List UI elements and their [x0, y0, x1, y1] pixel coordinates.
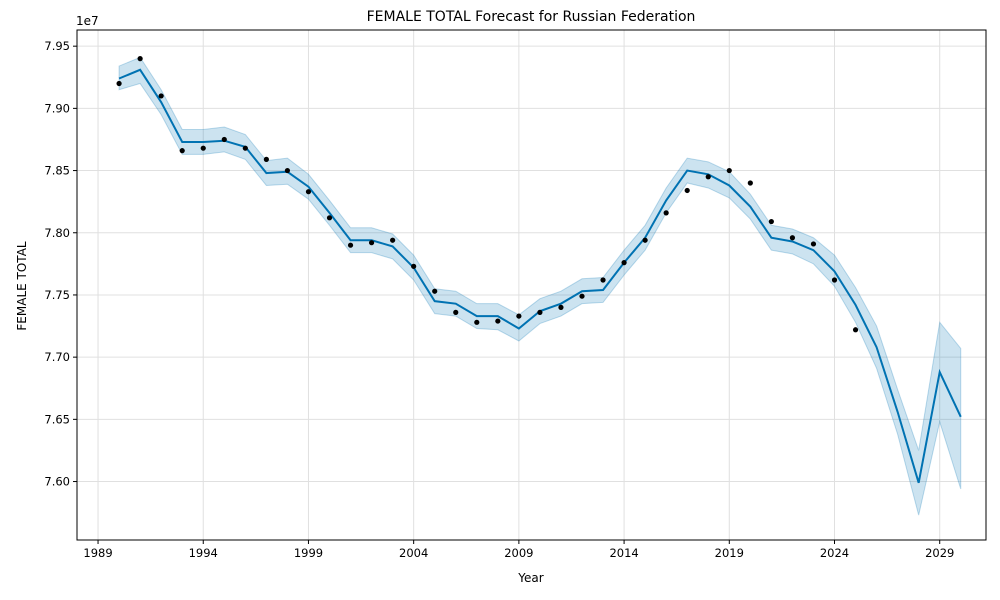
x-tick-label: 2014	[609, 546, 638, 560]
observed-point	[852, 327, 859, 333]
x-tick-label: 1999	[294, 546, 323, 560]
observed-point	[621, 260, 627, 266]
observed-point	[242, 145, 248, 151]
observed-point	[411, 263, 417, 269]
observed-point	[684, 187, 690, 194]
observed-point	[495, 318, 501, 324]
observed-point	[432, 288, 438, 294]
x-tick-label: 2004	[399, 546, 428, 560]
x-tick-label: 1989	[83, 546, 112, 560]
y-tick-label: 7.95	[44, 39, 70, 53]
y-tick-label: 7.90	[44, 101, 70, 115]
observed-point	[390, 237, 396, 243]
observed-point	[579, 293, 585, 299]
observed-point	[747, 180, 753, 186]
observed-point	[137, 56, 143, 62]
observed-point	[263, 156, 269, 162]
observed-point	[768, 218, 774, 225]
grid-lines	[77, 30, 986, 540]
y-axis-ticks: 7.60 7.65 7.70 7.75 7.80 7.85 7.90 7.95	[44, 39, 77, 489]
y-tick-label: 7.85	[44, 164, 70, 178]
observed-point	[116, 80, 122, 87]
observed-point	[368, 240, 375, 246]
observed-point	[305, 189, 312, 195]
plot-frame	[76, 29, 987, 541]
observed-point	[642, 237, 648, 243]
x-axis-label: Year	[517, 571, 543, 585]
observed-point	[705, 174, 711, 180]
x-tick-label: 2024	[820, 546, 849, 560]
observed-point	[600, 277, 606, 283]
y-axis-multiplier: 1e7	[76, 14, 99, 28]
y-tick-label: 7.70	[44, 350, 70, 364]
observed-point	[537, 309, 543, 315]
observed-point	[284, 167, 291, 174]
observed-point	[516, 313, 522, 319]
y-tick-label: 7.60	[44, 475, 70, 489]
x-tick-label: 2009	[504, 546, 533, 560]
y-tick-label: 7.65	[44, 412, 70, 426]
observed-point	[326, 215, 333, 221]
observed-point	[221, 136, 227, 143]
uncertainty-band	[118, 56, 962, 516]
y-tick-label: 7.80	[44, 226, 70, 240]
observed-point	[158, 93, 164, 99]
observed-point	[831, 277, 838, 283]
observed-point	[474, 319, 480, 325]
observed-point	[726, 167, 732, 174]
x-axis-ticks: 1989 1994 1999 2004 2009 2014 2019 2024 2029	[83, 540, 954, 560]
chart-title: FEMALE TOTAL Forecast for Russian Federa…	[367, 9, 696, 25]
observed-point	[558, 304, 564, 310]
observed-point	[179, 148, 185, 154]
y-axis-label: FEMALE TOTAL	[15, 241, 29, 331]
x-tick-label: 2029	[925, 546, 954, 560]
x-tick-label: 2019	[715, 546, 744, 560]
observed-point	[347, 242, 354, 248]
observed-point	[789, 235, 796, 241]
observed-point	[663, 210, 669, 216]
observed-point	[200, 145, 206, 151]
observed-point	[810, 241, 817, 247]
x-tick-label: 1994	[189, 546, 218, 560]
observed-point	[453, 309, 459, 315]
y-tick-label: 7.75	[44, 288, 70, 302]
observed-points-layer	[116, 56, 859, 333]
uncertainty-band-layer	[118, 56, 962, 516]
